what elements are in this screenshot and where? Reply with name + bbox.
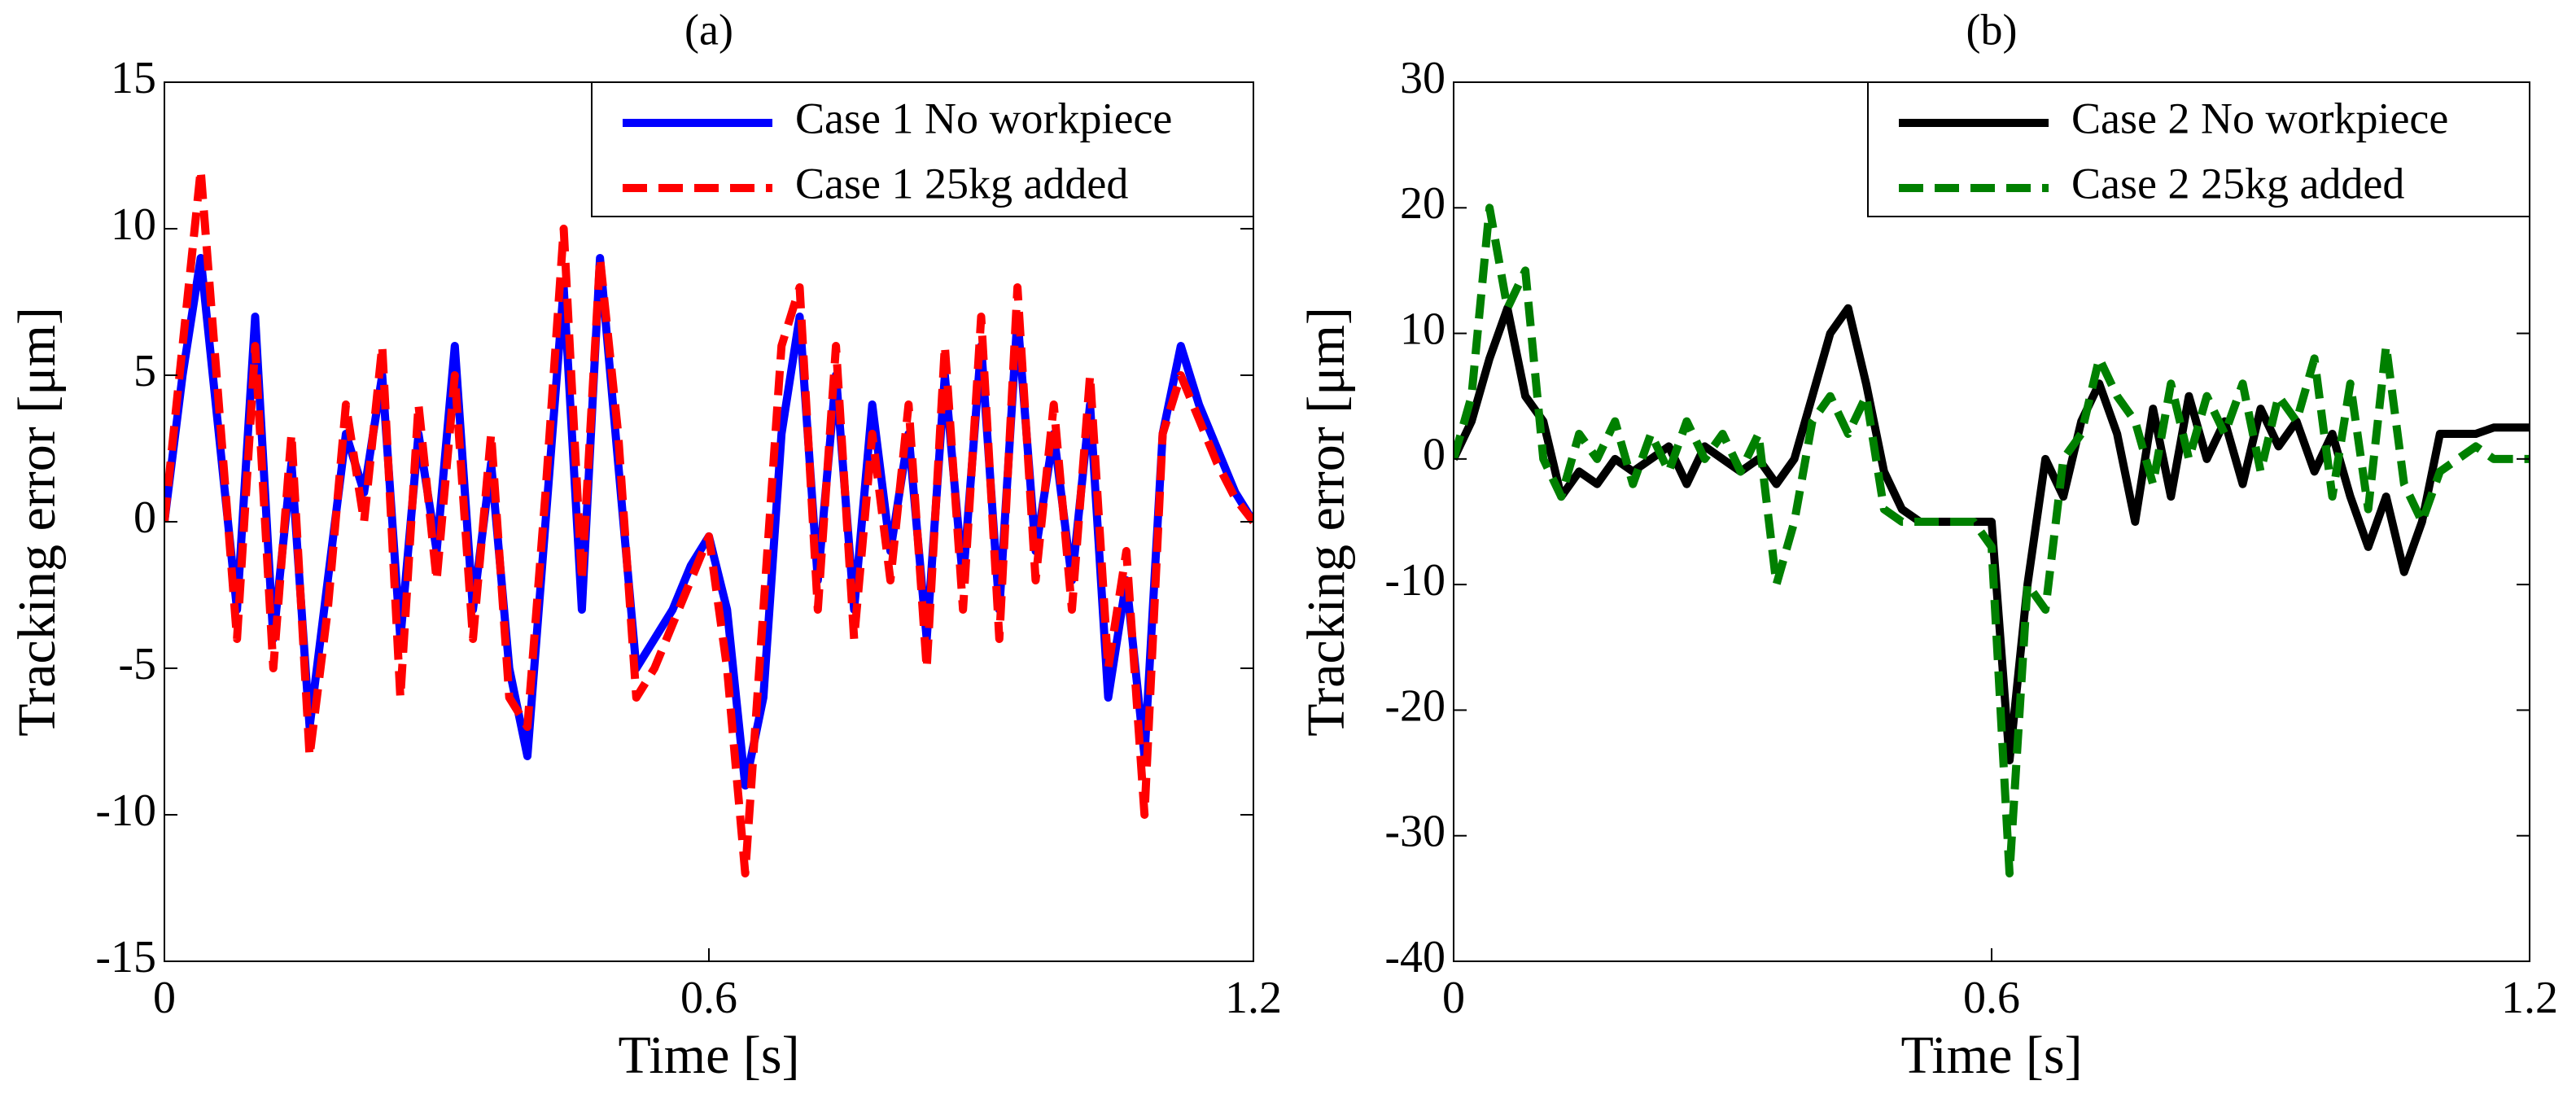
y-tick-label: -10 (1384, 555, 1445, 606)
y-tick-label: -20 (1384, 680, 1445, 731)
y-axis-label: Tracking error [μm] (7, 307, 67, 737)
panel-title: (a) (684, 5, 733, 54)
x-tick-label: 0 (1442, 973, 1465, 1023)
y-tick-label: 30 (1400, 53, 1445, 103)
panel-title: (b) (1966, 5, 2018, 54)
y-tick-label: -5 (118, 639, 156, 689)
x-tick-label: 0.6 (1963, 973, 2020, 1023)
y-tick-label: -10 (95, 785, 156, 836)
series-line (164, 254, 1253, 790)
y-tick-label: 15 (111, 53, 156, 103)
panel: (b) -40 -30 -20 -10 0 10 20 30 0 0.6 1.2 Time [s] Tra… (1297, 5, 2558, 1085)
x-tick-label: 1.2 (1225, 973, 1282, 1023)
x-tick-label: 0 (153, 973, 176, 1023)
legend-label: Case 2 25kg added (2071, 159, 2404, 208)
y-tick-label: 10 (1400, 304, 1445, 354)
legend-label: Case 1 No workpiece (795, 94, 1172, 142)
legend-label: Case 2 No workpiece (2071, 94, 2448, 142)
y-axis-label: Tracking error [μm] (1297, 307, 1356, 737)
y-tick-label: -40 (1384, 932, 1445, 982)
x-tick-label: 1.2 (2501, 973, 2558, 1023)
y-tick-label: -15 (95, 932, 156, 982)
x-tick-label: 0.6 (680, 973, 737, 1023)
x-axis-label: Time [s] (1900, 1026, 2082, 1085)
y-tick-label: 5 (133, 346, 156, 396)
legend-label: Case 1 25kg added (795, 159, 1128, 208)
y-tick-label: 20 (1400, 178, 1445, 229)
series-line (1454, 304, 2530, 765)
y-tick-label: 0 (1423, 430, 1445, 480)
series-line (164, 166, 1253, 877)
y-tick-label: -30 (1384, 807, 1445, 857)
series-line (1454, 203, 2530, 877)
panel: (a) -15 -10 -5 0 5 10 15 0 0.6 1.2 Time [s] Tracking… (7, 5, 1282, 1085)
y-tick-label: 0 (133, 492, 156, 543)
x-axis-label: Time [s] (618, 1026, 799, 1085)
legend-box (591, 81, 1254, 217)
y-tick-label: 10 (111, 199, 156, 250)
legend-box (1867, 81, 2530, 217)
